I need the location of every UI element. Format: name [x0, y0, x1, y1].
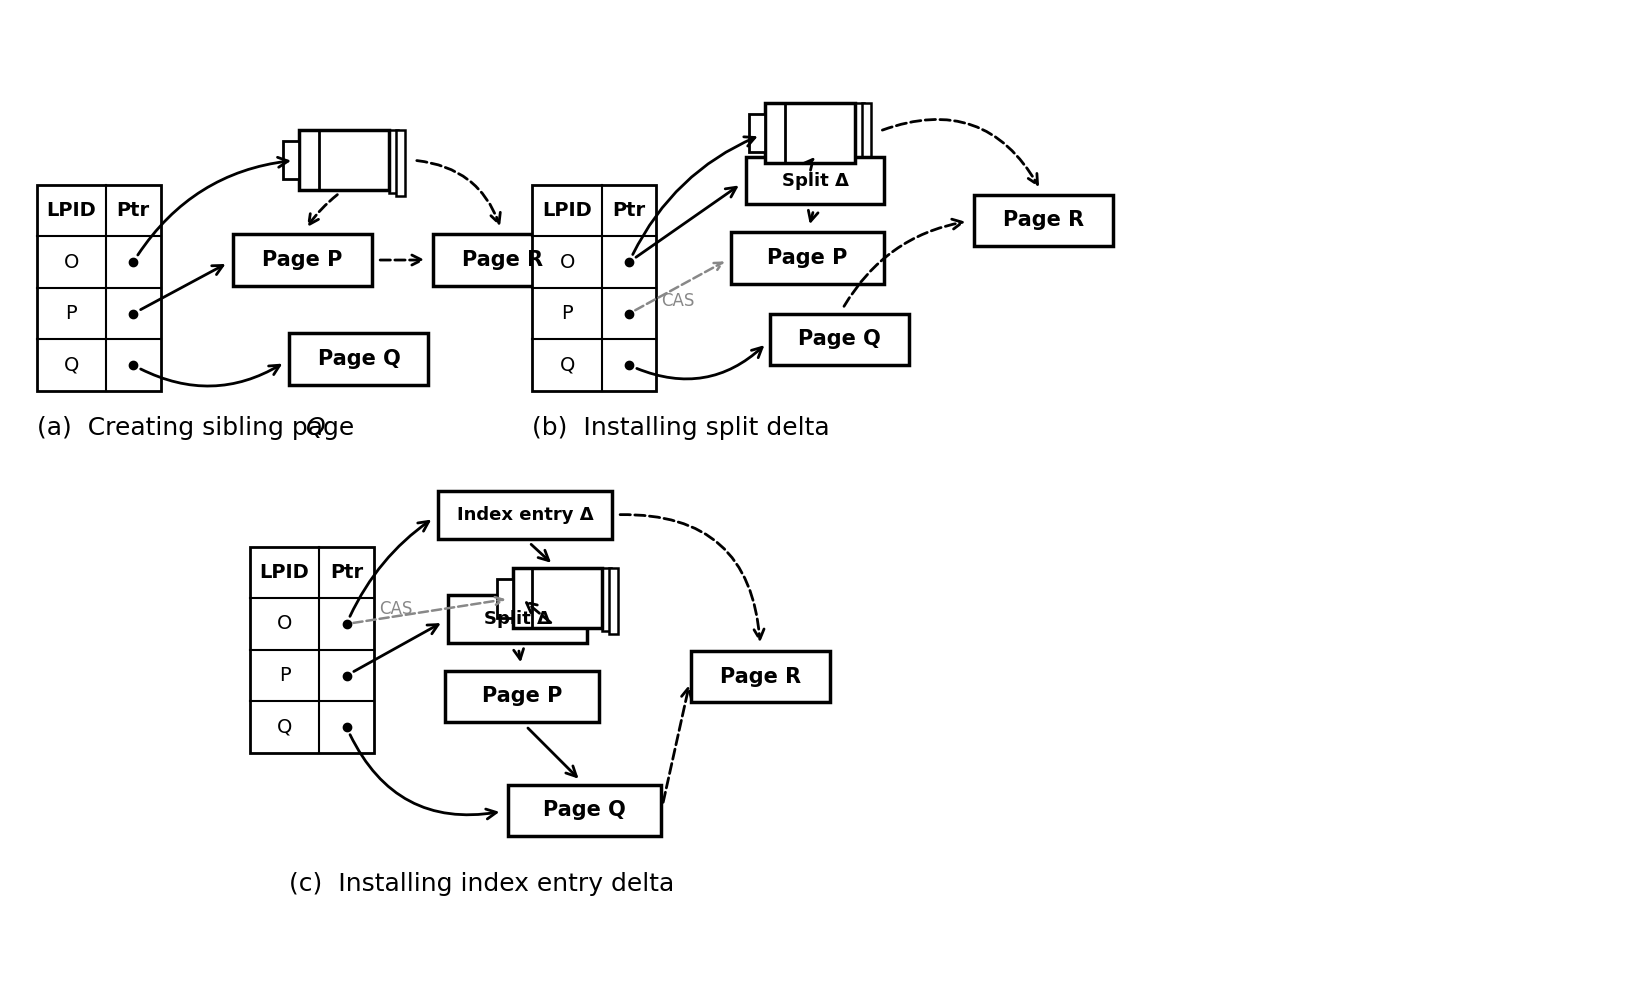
Bar: [290, 334, 428, 385]
Text: Split Δ: Split Δ: [781, 171, 849, 189]
Bar: [974, 194, 1112, 246]
Text: CAS: CAS: [661, 292, 695, 310]
Bar: [513, 568, 602, 628]
Text: Page Q: Page Q: [544, 801, 626, 821]
Text: Ptr: Ptr: [330, 563, 363, 582]
Text: LPID: LPID: [46, 201, 96, 219]
Bar: [750, 114, 765, 152]
Bar: [496, 579, 513, 617]
Text: Index entry Δ: Index entry Δ: [456, 506, 593, 524]
Bar: [610, 568, 618, 634]
Text: Page R: Page R: [461, 250, 544, 270]
Text: Ptr: Ptr: [613, 201, 646, 219]
Text: Page P: Page P: [481, 686, 562, 706]
Text: Ptr: Ptr: [117, 201, 150, 219]
Bar: [438, 491, 611, 539]
Text: Page R: Page R: [1002, 210, 1084, 230]
Bar: [36, 184, 160, 391]
Bar: [396, 130, 405, 195]
Bar: [745, 157, 885, 204]
Text: LPID: LPID: [260, 563, 310, 582]
Bar: [389, 130, 397, 192]
Text: Page P: Page P: [262, 250, 343, 270]
Text: Q: Q: [277, 717, 292, 736]
Text: (c)  Installing index entry delta: (c) Installing index entry delta: [290, 872, 674, 896]
Bar: [532, 184, 656, 391]
Text: Q: Q: [64, 356, 79, 375]
Bar: [283, 140, 300, 179]
Text: O: O: [559, 253, 575, 272]
Bar: [602, 568, 611, 631]
Text: Page P: Page P: [768, 248, 847, 269]
Bar: [691, 650, 831, 702]
Text: P: P: [562, 304, 574, 323]
Text: Page R: Page R: [720, 666, 801, 686]
Text: P: P: [66, 304, 77, 323]
Bar: [855, 103, 864, 165]
Bar: [250, 547, 374, 753]
Bar: [300, 130, 389, 189]
Text: P: P: [279, 666, 290, 685]
Bar: [765, 103, 855, 163]
Text: O: O: [64, 253, 79, 272]
Text: O: O: [277, 614, 292, 633]
Bar: [730, 232, 885, 284]
Text: Split Δ: Split Δ: [485, 610, 550, 628]
Bar: [862, 103, 870, 168]
Text: Page Q: Page Q: [318, 349, 400, 369]
Bar: [232, 234, 372, 286]
Bar: [771, 314, 910, 365]
Text: LPID: LPID: [542, 201, 592, 219]
Bar: [433, 234, 572, 286]
Text: (a)  Creating sibling page: (a) Creating sibling page: [36, 416, 363, 440]
Text: (b)  Installing split delta: (b) Installing split delta: [532, 416, 831, 440]
Text: Page Q: Page Q: [799, 330, 882, 350]
Text: Q: Q: [307, 416, 326, 440]
Text: CAS: CAS: [379, 600, 412, 618]
Bar: [448, 595, 587, 643]
Text: Q: Q: [559, 356, 575, 375]
Bar: [445, 670, 598, 722]
Bar: [508, 785, 661, 837]
